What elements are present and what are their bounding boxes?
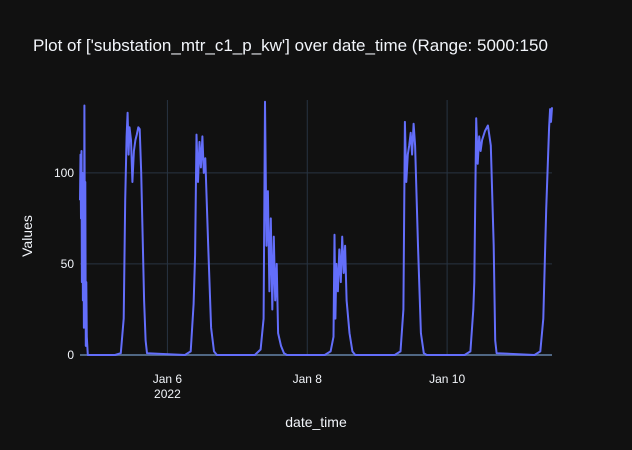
y-tick-label: 0	[67, 348, 74, 362]
x-axis-label: date_time	[285, 414, 347, 430]
plot-area	[79, 100, 553, 356]
y-tick-label: 100	[54, 166, 74, 180]
y-axis-ticks: 0 50 100	[54, 166, 74, 362]
x-tick-label: Jan 10	[429, 372, 465, 386]
x-tick-label: Jan 8	[293, 372, 323, 386]
y-axis-label: Values	[19, 215, 35, 257]
y-tick-label: 50	[61, 257, 75, 271]
x-tick-sublabel: 2022	[154, 387, 181, 401]
x-tick-label: Jan 6	[153, 372, 183, 386]
series-line	[79, 100, 553, 356]
chart-title: Plot of ['substation_mtr_c1_p_kw'] over …	[33, 36, 548, 55]
gridlines	[80, 100, 552, 356]
